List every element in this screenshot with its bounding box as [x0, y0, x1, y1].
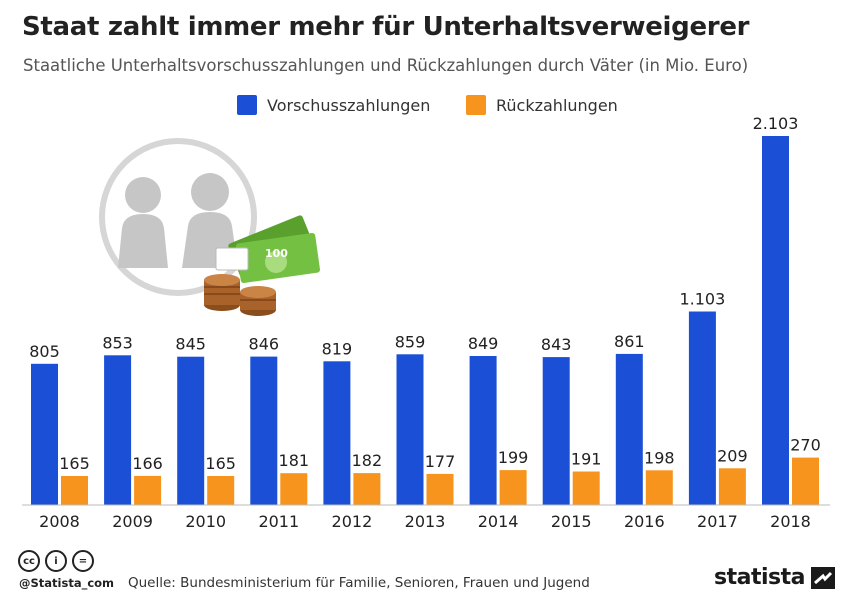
value-label-vorschuss-2011: 846	[249, 335, 280, 354]
bar-rueckzahlung-2015	[572, 471, 600, 505]
bar-vorschuss-2016	[615, 353, 643, 505]
bar-vorschuss-2015	[542, 357, 570, 505]
legend-item-rueckzahlungen: Rückzahlungen	[466, 95, 618, 115]
chart-title: Staat zahlt immer mehr für Unterhaltsver…	[22, 12, 750, 42]
attribution-icon: i	[45, 550, 67, 572]
children-icon	[118, 173, 238, 268]
value-label-vorschuss-2015: 843	[541, 335, 572, 354]
x-tick-2009: 2009	[112, 512, 153, 531]
no-derivatives-icon: =	[72, 550, 94, 572]
legend-label-vorschusszahlungen: Vorschusszahlungen	[267, 95, 431, 115]
bar-vorschuss-2012	[323, 361, 351, 505]
value-label-rueckzahlung-2009: 166	[132, 454, 163, 473]
bar-rueckzahlung-2010	[207, 476, 235, 505]
x-axis-ticks: 2008 2009 2010 2011 2012 2013 2014 2015 2016 2017…	[39, 512, 811, 531]
bar-rueckzahlung-2017	[718, 468, 746, 505]
bar-vorschuss-2011	[250, 356, 278, 505]
x-tick-2013: 2013	[405, 512, 446, 531]
value-label-rueckzahlung-2013: 177	[425, 452, 456, 471]
value-label-rueckzahlung-2012: 182	[352, 451, 383, 470]
banknote-text: 100	[265, 247, 288, 260]
value-label-rueckzahlung-2011: 181	[279, 451, 310, 470]
legend-swatch-vorschusszahlungen	[237, 95, 257, 115]
bar-rueckzahlung-2008	[61, 476, 88, 505]
creative-commons-icon: cc	[18, 550, 40, 572]
source-note: Quelle: Bundesministerium für Familie, S…	[128, 575, 590, 591]
bar-vorschuss-2010	[177, 356, 205, 505]
attribution-handle: @Statista_com	[19, 576, 115, 590]
bar-rueckzahlung-2013	[426, 473, 454, 505]
bar-rueckzahlung-2018	[792, 457, 819, 505]
bar-rueckzahlung-2009	[134, 475, 162, 505]
statista-mark-icon	[810, 566, 835, 589]
x-tick-2010: 2010	[185, 512, 226, 531]
value-label-vorschuss-2016: 861	[614, 332, 645, 351]
illustration-circle	[99, 138, 257, 296]
bar-vorschuss-2017	[688, 311, 716, 505]
legend-item-vorschusszahlungen: Vorschusszahlungen	[237, 95, 430, 115]
bar-vorschuss-2018	[762, 136, 789, 505]
bar-rueckzahlung-2011	[280, 473, 308, 505]
brand-name: statista	[714, 565, 805, 590]
value-label-rueckzahlung-2015: 191	[571, 450, 602, 469]
value-label-vorschuss-2010: 845	[175, 335, 206, 354]
chart-subtitle: Staatliche Unterhaltsvorschusszahlungen …	[23, 56, 749, 75]
bar-rueckzahlung-2012	[353, 473, 381, 505]
value-label-rueckzahlung-2018: 270	[790, 436, 821, 455]
coin-stack-icon	[204, 274, 276, 316]
value-label-rueckzahlung-2014: 199	[498, 448, 529, 467]
value-label-rueckzahlung-2016: 198	[644, 448, 675, 467]
legend-swatch-rueckzahlungen	[466, 95, 486, 115]
value-label-vorschuss-2012: 819	[322, 339, 353, 358]
euro-banknotes-icon: 100	[215, 215, 321, 283]
value-label-rueckzahlung-2017: 209	[717, 446, 748, 465]
bar-vorschuss-2008	[31, 363, 58, 505]
x-tick-2014: 2014	[478, 512, 519, 531]
bars-group: 805 165 853 166 845 165 846 181 819 182 859 177 849 1…	[29, 114, 821, 505]
x-tick-2018: 2018	[770, 512, 811, 531]
bar-vorschuss-2014	[469, 356, 497, 505]
x-tick-2016: 2016	[624, 512, 665, 531]
value-label-rueckzahlung-2010: 165	[205, 454, 236, 473]
bar-vorschuss-2013	[396, 354, 424, 505]
chart-legend: Vorschusszahlungen Rückzahlungen	[0, 95, 850, 119]
value-label-vorschuss-2009: 853	[102, 333, 133, 352]
illustration: 100	[99, 138, 321, 316]
value-label-vorschuss-2013: 859	[395, 332, 426, 351]
x-tick-2008: 2008	[39, 512, 80, 531]
value-label-vorschuss-2018: 2.103	[753, 114, 799, 133]
value-label-rueckzahlung-2008: 165	[59, 454, 90, 473]
value-label-vorschuss-2017: 1.103	[679, 290, 725, 309]
statista-logo: statista	[714, 565, 835, 590]
value-label-vorschuss-2014: 849	[468, 334, 499, 353]
x-tick-2015: 2015	[551, 512, 592, 531]
value-label-vorschuss-2008: 805	[29, 342, 60, 361]
bar-rueckzahlung-2014	[499, 470, 527, 505]
x-tick-2017: 2017	[697, 512, 738, 531]
x-tick-2012: 2012	[332, 512, 373, 531]
x-tick-2011: 2011	[258, 512, 299, 531]
bar-vorschuss-2009	[104, 355, 132, 505]
bar-rueckzahlung-2016	[645, 470, 673, 505]
legend-label-rueckzahlungen: Rückzahlungen	[496, 95, 618, 115]
